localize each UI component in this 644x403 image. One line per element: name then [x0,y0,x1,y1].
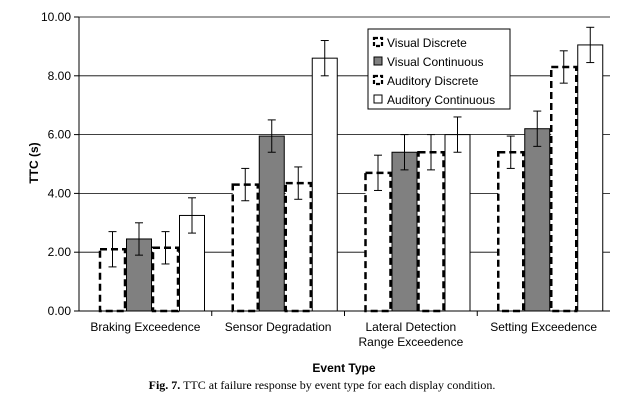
legend-label-visual-discrete: Visual Discrete [387,36,467,50]
bar-auditory-continuous [311,57,338,312]
legend-box [367,28,511,110]
y-tick-label: 10.00 [41,10,71,24]
caption-text: TTC at failure response by event type fo… [180,378,496,392]
x-tick-label: Braking Exceedence [90,320,200,334]
y-tick-label: 4.00 [48,186,72,200]
legend-label-visual-continuous: Visual Continuous [387,55,484,69]
bar-visual-discrete [497,150,525,313]
bar-auditory-discrete [550,65,578,313]
legend-swatch-auditory-continuous [373,94,383,104]
bar-auditory-continuous [444,134,471,312]
y-axis-title: TTC (s) [27,142,41,183]
y-tick-label: 2.00 [48,245,72,259]
bar-visual-continuous [391,151,418,312]
y-tick-label: 6.00 [48,128,72,142]
ttc-bar-chart: 0.00 2.00 4.00 6.00 8.00 10.00 Braking Exceede… [27,10,610,375]
legend-label-auditory-continuous: Auditory Continuous [387,93,495,107]
legend: Visual Discrete Visual Continuous Auditory… [367,28,511,110]
bar-series [98,26,604,313]
x-tick-label: Setting Exceedence [490,320,597,334]
y-tick-label: 0.00 [48,304,72,318]
x-tick-label: Sensor Degradation [225,320,332,334]
caption-label: Fig. 7. [148,378,181,392]
bar-auditory-discrete [417,150,445,313]
bar-visual-continuous [524,128,551,312]
x-tick-label: Range Exceedence [359,335,464,349]
bar-visual-continuous [258,135,285,312]
x-tick-label: Lateral Detection [366,320,457,334]
legend-swatch-visual-continuous [373,56,383,66]
legend-swatch-visual-discrete [372,36,384,48]
axes: 0.00 2.00 4.00 6.00 8.00 10.00 Braking Exceede… [41,10,610,349]
figure-caption: Fig. 7. TTC at failure response by event… [0,378,644,393]
bar-visual-discrete [364,171,392,313]
legend-swatch-auditory-discrete [372,74,384,86]
legend-label-auditory-discrete: Auditory Discrete [387,74,479,88]
bar-auditory-continuous [577,44,604,312]
bar-auditory-discrete [284,181,312,313]
bar-visual-discrete [231,183,259,313]
y-tick-label: 8.00 [48,69,72,83]
x-axis-title: Event Type [312,361,375,375]
